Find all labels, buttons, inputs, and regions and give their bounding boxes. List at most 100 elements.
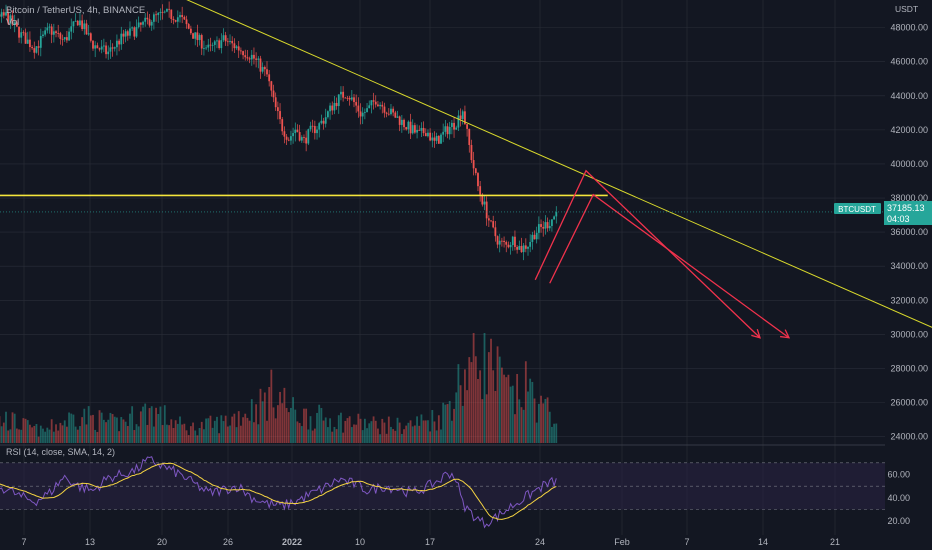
volume-bars <box>0 333 558 443</box>
candle-body <box>85 23 88 35</box>
candle-body <box>224 35 227 42</box>
volume-bar <box>387 416 390 443</box>
volume-bar <box>366 428 368 443</box>
candle-body <box>233 43 236 49</box>
candle-body <box>135 27 138 37</box>
candle-body <box>57 32 60 34</box>
candle-body <box>416 129 418 133</box>
candle-body <box>5 12 7 16</box>
candle-body <box>357 105 360 112</box>
candle-body <box>257 58 260 60</box>
price-axis[interactable]: 48000.00 46000.00 44000.00 42000.00 40000.00… <box>887 23 928 527</box>
countdown-label: 04:03 <box>887 214 910 224</box>
volume-bar <box>257 424 260 443</box>
price-tick-label: 26000.00 <box>890 398 928 408</box>
projection-arrow <box>534 169 761 339</box>
volume-bar <box>483 333 486 443</box>
volume-bar <box>485 394 488 443</box>
volume-bar <box>350 427 353 443</box>
candle-body <box>26 39 29 44</box>
volume-bar <box>229 425 231 443</box>
candles[interactable] <box>0 1 558 261</box>
volume-bar <box>279 391 281 443</box>
candle-body <box>70 26 73 32</box>
candle-body <box>294 129 297 134</box>
candle-body <box>437 135 440 144</box>
volume-bar <box>57 430 60 443</box>
candle-body <box>492 221 495 228</box>
candle-body <box>248 58 251 60</box>
candle-body <box>285 136 288 140</box>
volume-bar <box>7 430 10 443</box>
volume-bar <box>520 407 523 443</box>
price-unit-label: USDT <box>895 4 918 14</box>
volume-bar <box>205 418 207 443</box>
candle-body <box>372 100 375 102</box>
candle-body <box>555 212 558 217</box>
volume-bar <box>116 417 118 443</box>
volume-bar <box>353 424 355 443</box>
candle-body <box>435 135 438 141</box>
volume-bar <box>207 418 210 443</box>
volume-bar <box>316 412 318 443</box>
volume-bar <box>411 426 414 443</box>
price-label-box <box>884 201 932 225</box>
candle-body <box>102 45 105 47</box>
candle-body <box>183 16 186 20</box>
volume-bar <box>361 430 364 443</box>
volume-bar <box>340 412 342 443</box>
volume-bar <box>318 404 321 443</box>
time-tick-label: 26 <box>223 537 233 547</box>
candle-body <box>470 145 473 161</box>
candle-body <box>39 36 42 48</box>
symbol-line[interactable]: Bitcoin / TetherUS, 4h, BINANCE <box>6 5 146 16</box>
candle-body <box>448 126 451 135</box>
volume-bar <box>55 424 57 443</box>
volume-bar <box>122 419 125 443</box>
candle-body <box>548 225 551 229</box>
volume-bar <box>348 416 351 443</box>
volume-indicator-label[interactable]: Vol <box>6 17 20 28</box>
candle-body <box>250 54 253 60</box>
drawing-tools[interactable] <box>0 0 932 339</box>
volume-bar <box>444 404 447 443</box>
candle-body <box>344 97 347 99</box>
volume-bar <box>498 356 501 443</box>
candle-body <box>292 133 294 137</box>
volume-bar <box>427 420 429 443</box>
rsi-tick-label: 20.00 <box>887 516 910 526</box>
volume-bar <box>459 385 462 443</box>
volume-bar <box>31 427 33 443</box>
candle-body <box>309 125 312 130</box>
volume-bar <box>74 426 77 443</box>
volume-bar <box>464 369 466 443</box>
candle-body <box>533 234 536 240</box>
candle-body <box>479 186 482 195</box>
volume-bar <box>509 386 512 443</box>
volume-bar <box>92 414 94 443</box>
rsi-panel[interactable] <box>0 456 885 529</box>
volume-bar <box>24 418 27 443</box>
candle-body <box>553 216 555 220</box>
descending-trendline <box>186 0 932 328</box>
candle-body <box>79 20 81 26</box>
volume-bar <box>26 420 29 443</box>
price-tick-label: 28000.00 <box>890 363 928 373</box>
volume-bar <box>244 413 247 443</box>
time-tick-label: 17 <box>425 537 435 547</box>
volume-bar <box>183 423 186 443</box>
volume-bar <box>68 412 70 443</box>
candle-body <box>242 51 244 56</box>
candle-body <box>129 28 131 36</box>
time-axis[interactable]: 7 13 20 26 2022 10 17 24 Feb 7 14 21 <box>21 537 840 547</box>
candle-body <box>15 22 18 27</box>
candle-body <box>139 22 142 25</box>
volume-bar <box>420 414 423 443</box>
volume-bar <box>479 370 482 443</box>
volume-bar <box>120 417 123 443</box>
volume-bar <box>477 379 479 443</box>
volume-bar <box>546 397 549 443</box>
volume-bar <box>494 390 497 443</box>
